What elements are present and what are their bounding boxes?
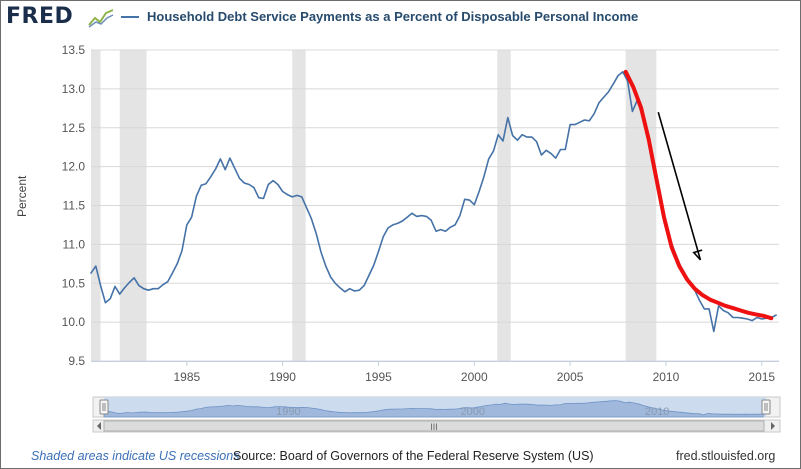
x-tick-label: 1990 (269, 370, 296, 384)
y-tick-label: 11.0 (63, 237, 86, 251)
x-tick-label: 2015 (748, 370, 775, 384)
trend-line-icon (88, 8, 114, 28)
fred-logo[interactable]: FRED (6, 4, 74, 29)
x-tick-label: 2005 (557, 370, 584, 384)
navigator-year-label: 1990 (276, 406, 300, 418)
navigator-year-label: 2010 (645, 406, 669, 418)
recession-note[interactable]: Shaded areas indicate US recessions (31, 449, 240, 463)
y-tick-label: 12.5 (62, 121, 86, 135)
legend-line-swatch (121, 15, 139, 18)
x-tick-label: 1985 (173, 370, 200, 384)
y-tick-label: 13.5 (62, 43, 86, 57)
navigator-year-label: 2000 (461, 406, 485, 418)
scroll-left-arrow-icon[interactable] (97, 422, 101, 430)
x-tick-label: 2000 (461, 370, 488, 384)
legend-series-label: Household Debt Service Payments as a Per… (147, 9, 639, 24)
y-tick-label: 12.0 (62, 160, 86, 174)
navigator-series-area (103, 400, 764, 418)
scrollbar-grip-label: III (430, 422, 438, 432)
x-tick-label: 1995 (365, 370, 392, 384)
x-tick-label: 2010 (653, 370, 680, 384)
y-tick-label: 10.0 (62, 315, 86, 329)
scroll-right-arrow-icon[interactable] (771, 422, 775, 430)
navigator-scrollbar-thumb[interactable] (103, 420, 765, 432)
y-tick-label: 11.5 (63, 199, 86, 213)
series-line-trend-overlay (623, 69, 774, 321)
source-note: Source: Board of Governors of the Federa… (233, 449, 594, 463)
annotation-arrow-head (692, 249, 703, 261)
chart-legend[interactable]: Household Debt Service Payments as a Per… (121, 9, 638, 24)
y-tick-label: 13.0 (62, 82, 86, 96)
y-tick-label: 10.5 (62, 276, 86, 290)
site-link[interactable]: fred.stlouisfed.org (676, 449, 776, 463)
navigator-left-handle[interactable] (99, 399, 109, 415)
series-line-debt-service (90, 71, 777, 333)
annotation-arrow-shaft (657, 111, 702, 261)
navigator-right-handle[interactable] (761, 399, 771, 415)
y-tick-label: 9.5 (68, 354, 85, 368)
